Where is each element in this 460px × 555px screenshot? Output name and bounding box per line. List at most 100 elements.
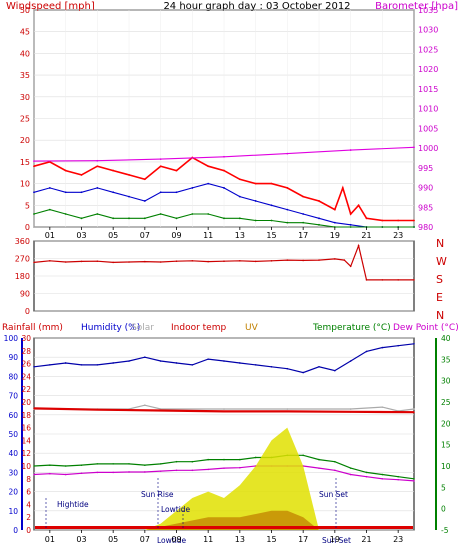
wind-data-point	[254, 219, 257, 222]
hour-tick-label: 19	[330, 535, 340, 544]
multi-data-point	[286, 410, 289, 413]
multi-data-point	[365, 475, 368, 478]
multi-data-point	[175, 460, 178, 463]
hour-tick-label: 01	[45, 231, 55, 240]
multi-data-point	[381, 346, 384, 349]
rain-tick-label: 4	[26, 500, 31, 509]
wind-data-point	[318, 217, 320, 220]
annotation-label: Lowtide	[157, 536, 187, 545]
barometer-tick-label: 1015	[418, 85, 438, 94]
multi-data-point	[349, 467, 352, 469]
multi-data-point	[144, 471, 146, 473]
wind-data-point	[318, 223, 320, 226]
wind-axis-label: Windspeed [mph]	[6, 1, 95, 12]
wind-tick-label: 20	[20, 136, 30, 145]
multi-data-point	[286, 367, 289, 370]
multi-data-point	[159, 463, 162, 465]
wind-data-point	[64, 169, 67, 172]
humidity-tick-label: 30	[8, 468, 18, 477]
wind-data-point	[270, 182, 273, 185]
wind-data-point	[143, 200, 146, 202]
multi-data-point	[207, 458, 209, 461]
wind-data-point	[64, 191, 67, 194]
wind-data-point	[333, 208, 336, 211]
wind-data-point	[397, 219, 400, 222]
multi-data-point	[175, 362, 178, 364]
annotation-label: Hightide	[57, 500, 89, 509]
wind-axis-ticks: 0 5 10 15 20 25 30 35 40 45 50	[20, 6, 30, 232]
direction-data-point	[349, 265, 352, 268]
wind-data-point	[96, 165, 99, 168]
hour-tick-label: 21	[361, 535, 371, 544]
wind-data-point	[223, 187, 225, 189]
direction-tick-label: 90	[20, 290, 30, 299]
barometer-tick-label: 1005	[418, 124, 438, 133]
hour-tick-label: 05	[108, 535, 118, 544]
multi-data-point	[286, 408, 289, 410]
multi-data-point	[223, 360, 225, 362]
wind-data-point	[286, 152, 289, 155]
wind-data-point	[112, 191, 115, 194]
multi-data-point	[223, 467, 225, 469]
multi-data-point	[144, 404, 146, 407]
wind-tick-label: 40	[20, 49, 30, 58]
wind-data-point	[96, 159, 99, 162]
multi-data-point	[349, 473, 352, 476]
multi-data-point	[318, 467, 320, 469]
humidity-tick-label: 90	[8, 353, 18, 362]
legend-label: Humidity (%)	[81, 323, 140, 333]
wind-data-point	[381, 226, 384, 228]
multi-data-point	[49, 364, 51, 366]
multi-data-point	[80, 464, 83, 466]
wind-data-point	[48, 187, 51, 189]
multi-data-point	[33, 407, 35, 410]
rain-tick-label: 16	[21, 424, 31, 433]
wind-data-point	[64, 213, 67, 215]
barometer-axis-label: Barometer [hpa]	[375, 1, 458, 12]
hour-tick-label: 11	[203, 231, 213, 240]
wind-data-point	[80, 217, 83, 220]
multi-data-point	[128, 471, 130, 473]
direction-tick-label: 0	[25, 307, 30, 316]
hour-tick-label: 03	[76, 535, 86, 544]
wind-data-point	[341, 187, 344, 189]
multi-data-point	[128, 463, 130, 465]
humidity-tick-label: 0	[13, 526, 18, 535]
wind-data-point	[207, 213, 210, 215]
multi-axes: 0102030405060708090100024681012141618202…	[4, 334, 451, 535]
wind-data-point	[413, 219, 415, 222]
annotation-label: Sun Set	[322, 536, 351, 545]
multi-data-point	[96, 471, 99, 474]
direction-data-point	[318, 259, 320, 261]
temperature-tick-label: 40	[441, 334, 451, 343]
direction-axis-ticks: 0 90 180 270 360	[15, 237, 30, 316]
hour-tick-label: 21	[361, 231, 371, 240]
rain-tick-label: 8	[26, 475, 31, 484]
multi-data-point	[349, 408, 352, 410]
temperature-tick-label: 5	[441, 483, 446, 492]
wind-gridlines	[33, 9, 415, 228]
compass-label: S	[436, 273, 443, 286]
multi-data-point	[159, 409, 162, 412]
wind-data-point	[96, 213, 99, 215]
barometer-tick-label: 1035	[418, 6, 438, 15]
temperature-tick-label: 10	[441, 462, 451, 471]
rain-tick-label: 0	[26, 526, 31, 535]
wind-data-point	[112, 217, 115, 220]
multi-data-point	[413, 408, 415, 410]
multi-data-point	[80, 364, 83, 366]
wind-data-point	[159, 191, 162, 194]
wind-data-point	[33, 160, 35, 163]
direction-data-point	[191, 260, 194, 262]
multi-data-point	[80, 472, 83, 475]
wind-data-point	[159, 165, 162, 168]
direction-data-point	[128, 261, 130, 263]
direction-tick-label: 270	[15, 255, 30, 264]
multi-data-point	[397, 478, 399, 481]
humidity-tick-label: 50	[8, 430, 18, 439]
hour-tick-label: 01	[45, 535, 55, 544]
rain-tick-label: 12	[21, 449, 31, 458]
barometer-tick-label: 985	[418, 203, 433, 212]
direction-data-point	[254, 260, 257, 263]
wind-tick-label: 30	[20, 93, 30, 102]
